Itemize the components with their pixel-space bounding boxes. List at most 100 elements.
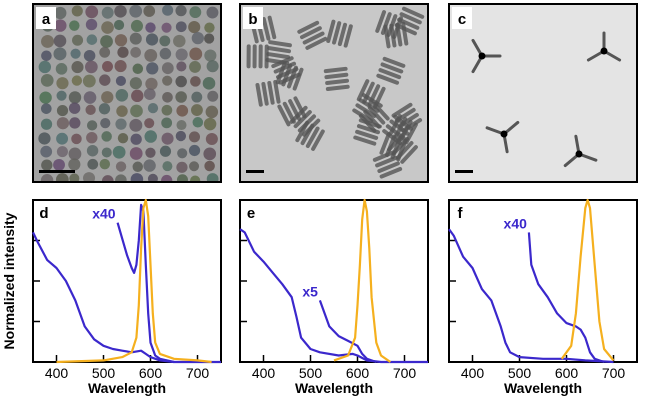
particle xyxy=(161,132,174,145)
core xyxy=(478,52,486,60)
x-tick-label: 500 xyxy=(508,365,532,381)
particle xyxy=(99,46,111,58)
rod xyxy=(367,105,386,125)
particle xyxy=(175,130,187,142)
x-tick-label: 400 xyxy=(45,365,69,381)
particle xyxy=(176,120,187,131)
x-tick-label: 600 xyxy=(555,365,579,381)
particle xyxy=(173,34,186,48)
rod-bundle xyxy=(352,93,383,123)
rod xyxy=(293,110,312,129)
particle xyxy=(132,161,143,172)
series-line xyxy=(116,203,175,364)
label-box xyxy=(36,7,56,29)
particle xyxy=(68,158,81,171)
series-line xyxy=(32,231,221,364)
label-box xyxy=(452,7,472,29)
particle xyxy=(147,173,158,182)
particle xyxy=(38,132,51,145)
rod xyxy=(292,67,304,91)
rod xyxy=(302,118,321,137)
rod xyxy=(391,136,410,156)
rod xyxy=(267,46,291,54)
particle xyxy=(132,63,144,75)
rod xyxy=(391,102,413,118)
particle xyxy=(188,21,201,34)
particle xyxy=(87,158,99,170)
particle xyxy=(83,49,96,62)
rod xyxy=(305,126,320,149)
rod-bundle xyxy=(289,105,321,137)
particle xyxy=(115,118,127,130)
particle xyxy=(161,62,174,75)
rod xyxy=(358,118,382,129)
particle xyxy=(191,31,204,45)
particle xyxy=(56,132,69,145)
rod xyxy=(337,22,348,47)
x-tick-label: 600 xyxy=(139,365,163,381)
rod xyxy=(343,24,353,48)
particle xyxy=(114,5,127,18)
particle xyxy=(144,118,155,129)
x-axis-label: Wavelength xyxy=(295,380,373,396)
rod xyxy=(380,62,404,74)
particle xyxy=(86,145,99,157)
rod xyxy=(311,129,325,151)
rod xyxy=(377,161,400,173)
particle xyxy=(145,33,159,46)
rod xyxy=(266,52,291,60)
particle xyxy=(112,145,126,159)
x-axis-label: Wavelength xyxy=(504,380,582,396)
particle xyxy=(56,117,70,130)
particle xyxy=(129,4,143,18)
rod xyxy=(278,72,301,85)
particle xyxy=(175,75,187,88)
rod xyxy=(400,145,418,164)
particle xyxy=(115,161,127,172)
rod xyxy=(264,44,269,69)
particle xyxy=(100,118,111,129)
particle xyxy=(144,48,158,62)
particle xyxy=(205,105,219,119)
particle xyxy=(144,130,157,143)
particle xyxy=(41,50,52,62)
rod xyxy=(401,118,423,133)
particle xyxy=(190,175,201,182)
particle xyxy=(40,145,53,158)
rod xyxy=(261,81,269,106)
particle xyxy=(117,46,129,58)
particle xyxy=(56,90,67,101)
particle xyxy=(176,174,188,182)
plot-frame xyxy=(448,199,638,363)
panel-label: a xyxy=(42,11,51,28)
rod xyxy=(401,6,425,19)
rod xyxy=(383,24,391,49)
frame xyxy=(239,3,429,183)
rod xyxy=(375,10,387,33)
core xyxy=(500,130,508,138)
rod xyxy=(361,93,383,108)
rod xyxy=(332,21,342,45)
x-axis-label: Wavelength xyxy=(88,380,166,396)
particle xyxy=(205,132,218,146)
tem-content xyxy=(240,4,428,182)
series-label: x40 xyxy=(504,215,528,231)
particle xyxy=(189,47,203,61)
particle xyxy=(188,131,201,143)
particle xyxy=(143,159,156,172)
particle xyxy=(72,34,84,46)
rod xyxy=(397,17,420,30)
particle xyxy=(71,133,82,145)
particle xyxy=(189,161,200,172)
rod xyxy=(268,40,292,48)
particle xyxy=(206,6,219,19)
x-tick-label: 500 xyxy=(92,365,116,381)
particle xyxy=(56,77,69,90)
rod xyxy=(385,124,406,141)
particle xyxy=(147,102,159,114)
series-line xyxy=(560,198,615,362)
rod xyxy=(380,12,392,35)
particle xyxy=(86,34,98,45)
particle xyxy=(71,5,83,17)
rod xyxy=(297,114,317,133)
